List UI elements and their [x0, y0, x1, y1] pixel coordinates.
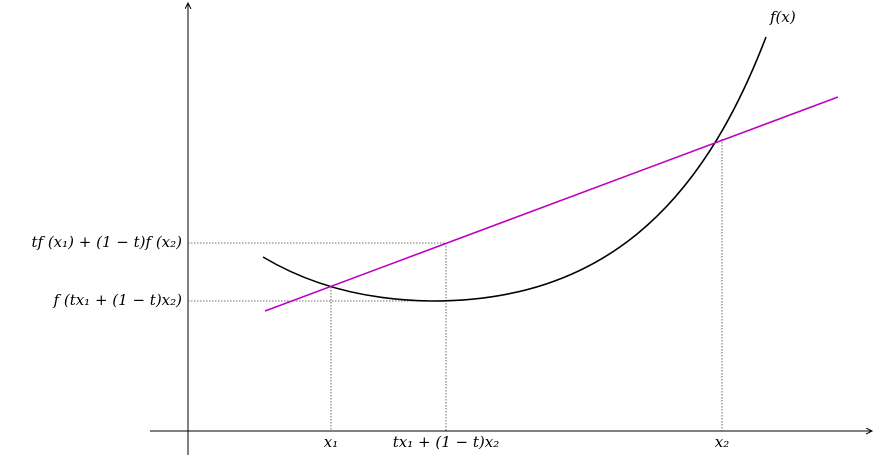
chord-value-label: tf (x₁) + (1 − t)f (x₂): [31, 233, 182, 251]
x1-label: x₁: [324, 433, 338, 451]
x2-label: x₂: [715, 433, 729, 451]
function-value-label: f (tx₁ + (1 − t)x₂): [53, 291, 183, 309]
chord: [264, 96, 839, 312]
convex-curve: [262, 36, 767, 302]
curve-label: f(x): [769, 8, 796, 26]
mix-label: tx₁ + (1 − t)x₂: [393, 433, 499, 451]
